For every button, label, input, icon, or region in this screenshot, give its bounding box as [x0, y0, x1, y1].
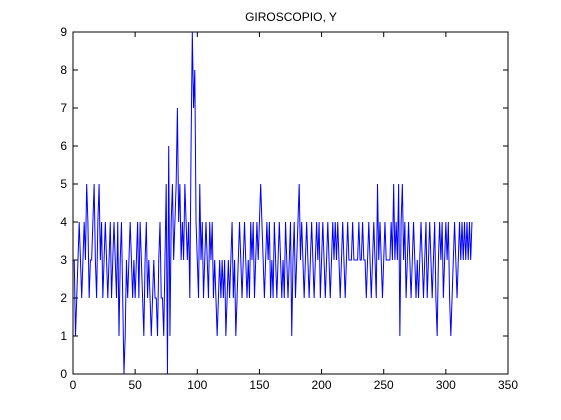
y-tick-label: 2: [60, 291, 67, 305]
series-line-0: [73, 31, 473, 375]
y-tick-label: 1: [60, 329, 67, 343]
y-tick-label: 8: [60, 63, 67, 77]
x-tick-label: 0: [70, 378, 77, 392]
x-tick-label: 350: [498, 378, 518, 392]
axes-frame: [72, 31, 509, 375]
x-tick-label: 150: [249, 378, 269, 392]
x-tick-label: 300: [436, 378, 456, 392]
x-tick-label: 250: [374, 378, 394, 392]
y-tick-label: 0: [60, 367, 67, 381]
x-tick-label: 100: [187, 378, 207, 392]
y-tick-label: 4: [60, 215, 67, 229]
chart-title: GIROSCOPIO, Y: [245, 10, 337, 24]
y-tick-label: 7: [60, 101, 67, 115]
x-tick-label: 200: [312, 378, 332, 392]
y-tick-label: 9: [60, 25, 67, 39]
axis-ticks: 0 50 100 150 200 250 300 350 0 1 2 3 4 5 6 7 8 9: [60, 25, 518, 392]
y-tick-label: 6: [60, 139, 67, 153]
x-tick-label: 50: [128, 378, 142, 392]
y-tick-label: 3: [60, 253, 67, 267]
y-tick-label: 5: [60, 177, 67, 191]
plot-area: [72, 31, 509, 375]
